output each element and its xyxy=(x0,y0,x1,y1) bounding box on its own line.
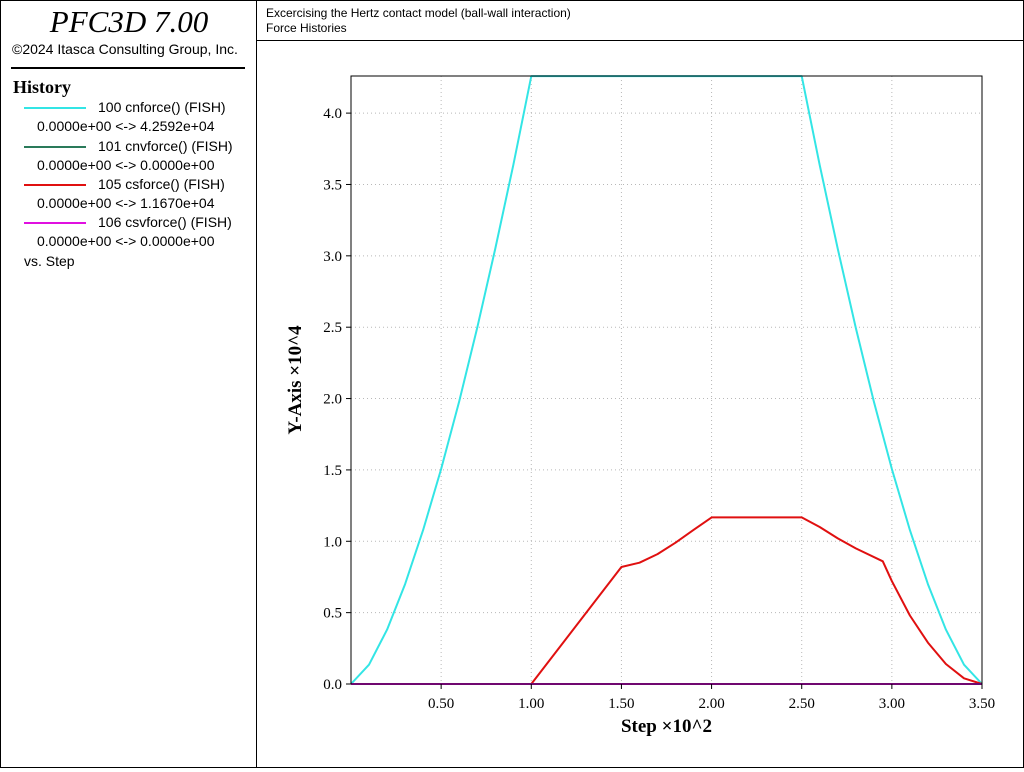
legend-range-101: 0.0000e+00 <-> 0.0000e+00 xyxy=(1,156,257,175)
y-tick-label-3: 1.5 xyxy=(323,463,342,479)
plot-title: Excercising the Hertz contact model (bal… xyxy=(266,6,571,20)
legend-range-105: 0.0000e+00 <-> 1.1670e+04 xyxy=(1,194,257,213)
series-line-2 xyxy=(351,516,983,685)
series-line-0 xyxy=(350,75,983,685)
y-tick-label-8: 4.0 xyxy=(323,106,342,122)
y-tick-label-5: 2.5 xyxy=(323,320,342,336)
legend-range-text-100: 0.0000e+00 <-> 4.2592e+04 xyxy=(37,118,215,134)
series-layer xyxy=(350,75,983,685)
axes-frame xyxy=(350,75,983,685)
x-tick-label-5: 3.00 xyxy=(879,696,905,712)
x-tick-label-3: 2.00 xyxy=(698,696,724,712)
legend-range-text-105: 0.0000e+00 <-> 1.1670e+04 xyxy=(37,195,215,211)
grid-layer xyxy=(351,76,982,684)
legend-label-105: 105 csforce() (FISH) xyxy=(98,176,225,192)
plot-area: 0.50 1.00 1.50 2.00 2.50 3.00 3.50 0.0 0.5 1.0 1.5… xyxy=(256,40,1024,768)
x-tick-label-6: 3.50 xyxy=(969,696,995,712)
legend-divider xyxy=(11,67,245,69)
x-tick-label-4: 2.50 xyxy=(789,696,815,712)
tick-layer: 0.50 1.00 1.50 2.00 2.50 3.00 3.50 0.0 0.5 1.0 1.5… xyxy=(323,106,995,712)
legend-label-101: 101 cnvforce() (FISH) xyxy=(98,138,233,154)
x-tick-label-0: 0.50 xyxy=(428,696,454,712)
legend-label-106: 106 csvforce() (FISH) xyxy=(98,214,232,230)
x-axis-label: Step ×10^2 xyxy=(621,716,712,737)
y-tick-label-6: 3.0 xyxy=(323,249,342,265)
x-tick-label-1: 1.00 xyxy=(518,696,544,712)
legend-panel: PFC3D 7.00 ©2024 Itasca Consulting Group… xyxy=(0,0,258,768)
legend-swatch-106 xyxy=(24,222,86,224)
vs-step-label: vs. Step xyxy=(24,253,75,269)
y-tick-label-1: 0.5 xyxy=(323,606,342,622)
legend-swatch-101 xyxy=(24,146,86,148)
history-heading: History xyxy=(13,77,71,97)
legend-range-106: 0.0000e+00 <-> 0.0000e+00 xyxy=(1,232,257,251)
y-tick-label-0: 0.0 xyxy=(323,677,342,693)
legend-range-text-106: 0.0000e+00 <-> 0.0000e+00 xyxy=(37,233,215,249)
legend-entry-100: 100 cnforce() (FISH) xyxy=(1,98,257,117)
y-tick-label-7: 3.5 xyxy=(323,177,342,193)
plot-subtitle: Force Histories xyxy=(266,21,347,35)
legend-swatch-100 xyxy=(24,107,86,109)
legend-entry-105: 105 csforce() (FISH) xyxy=(1,175,257,194)
y-tick-label-4: 2.0 xyxy=(323,392,342,408)
legend-entry-101: 101 cnvforce() (FISH) xyxy=(1,137,257,156)
app-title: PFC3D 7.00 xyxy=(49,4,209,39)
y-axis-label: Y-Axis ×10^4 xyxy=(285,325,306,435)
copyright-text: ©2024 Itasca Consulting Group, Inc. xyxy=(12,41,238,57)
legend-label-100: 100 cnforce() (FISH) xyxy=(98,99,226,115)
legend-range-100: 0.0000e+00 <-> 4.2592e+04 xyxy=(1,117,257,136)
legend-swatch-105 xyxy=(24,184,86,186)
y-tick-label-2: 1.0 xyxy=(323,534,342,550)
legend-entry-106: 106 csvforce() (FISH) xyxy=(1,213,257,232)
plot-header: Excercising the Hertz contact model (bal… xyxy=(256,0,1024,42)
x-tick-label-2: 1.50 xyxy=(608,696,634,712)
force-history-chart: 0.50 1.00 1.50 2.00 2.50 3.00 3.50 0.0 0.5 1.0 1.5… xyxy=(285,75,995,737)
legend-range-text-101: 0.0000e+00 <-> 0.0000e+00 xyxy=(37,157,215,173)
